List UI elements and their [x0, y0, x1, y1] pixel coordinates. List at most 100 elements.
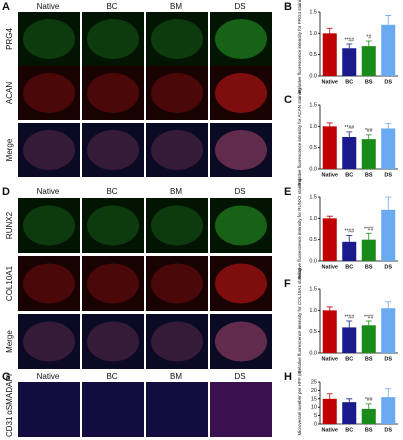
panel-label: A: [2, 1, 10, 13]
micrograph-signal: [87, 321, 139, 362]
column-header: BC: [106, 372, 117, 381]
column-header: Native: [37, 2, 60, 11]
micrograph: [146, 314, 208, 369]
bar: [361, 239, 376, 261]
error-bar: [385, 122, 392, 129]
error-bar: [365, 320, 372, 326]
y-tick-label: 1.5: [309, 9, 317, 15]
bar: [342, 241, 357, 261]
y-axis-label: Relative fluorescence intensity for ACAN…: [297, 88, 302, 186]
bar: [361, 408, 376, 424]
significance-label: **##: [364, 314, 374, 320]
row-label: CD31: [5, 416, 14, 437]
x-tick-label: DS: [384, 172, 392, 178]
micrograph-signal: [151, 19, 203, 59]
micrograph: [146, 12, 208, 66]
micrograph-signal: [87, 19, 139, 59]
error-bar: [346, 398, 353, 403]
y-axis-label: Microvessel number per HPF (n): [297, 370, 302, 436]
x-tick-label: BC: [345, 172, 353, 178]
error-bar: [365, 232, 372, 240]
panel-label: E: [284, 186, 291, 198]
micrograph-signal: [23, 205, 75, 246]
micrograph-signal: [215, 321, 267, 362]
error-bar: [365, 134, 372, 140]
bar: [361, 139, 376, 169]
column-header: DS: [234, 2, 245, 11]
micrograph: [82, 382, 144, 437]
micrograph: [146, 382, 208, 437]
significance-label: **##: [345, 314, 355, 320]
bar: [322, 218, 337, 261]
micrograph: [82, 314, 144, 369]
micrograph: [18, 66, 80, 120]
error-bar: [346, 320, 353, 328]
micrograph-signal: [215, 263, 267, 304]
micrograph-signal: [215, 130, 267, 170]
micrograph-signal: [23, 321, 75, 362]
error-bar: [326, 122, 333, 127]
x-tick-label: BS: [365, 427, 373, 433]
y-axis-label: Relative fluorescence intensity for PRG4…: [297, 0, 302, 93]
column-header: BM: [170, 372, 182, 381]
micrograph-signal: [23, 130, 75, 170]
column-header: Native: [37, 372, 60, 381]
bar: [342, 402, 357, 424]
micrograph-signal: [87, 205, 139, 246]
y-tick-label: 1.0: [309, 31, 317, 37]
y-tick-label: 1.0: [309, 308, 317, 314]
panel-label: H: [284, 371, 292, 383]
micrograph: [82, 66, 144, 120]
micrograph: [146, 66, 208, 120]
micrograph: [82, 256, 144, 311]
row-label: RUNX2: [5, 211, 14, 239]
error-bar: [385, 15, 392, 25]
bar: [381, 128, 396, 169]
micrograph: [210, 382, 272, 437]
x-tick-label: BS: [365, 172, 373, 178]
y-tick-label: 0.0: [309, 73, 317, 79]
panel-label: F: [284, 278, 291, 290]
y-tick-label: 20: [311, 388, 317, 394]
micrograph-signal: [151, 205, 203, 246]
micrograph-signal: [151, 73, 203, 113]
micrograph: [146, 123, 208, 177]
significance-label: **##: [364, 227, 374, 233]
x-tick-label: DS: [384, 79, 392, 85]
column-header: BC: [106, 2, 117, 11]
bar: [381, 24, 396, 76]
x-tick-label: BC: [345, 356, 353, 362]
micrograph: [18, 198, 80, 253]
column-header: BM: [170, 187, 182, 196]
panel-label: B: [284, 1, 292, 13]
y-tick-label: 0.5: [309, 145, 317, 151]
error-bar: [385, 388, 392, 398]
significance-label: *#: [366, 34, 371, 40]
micrograph-signal: [215, 19, 267, 59]
micrograph: [18, 123, 80, 177]
y-tick-label: 1.5: [309, 194, 317, 200]
row-label: ACAN: [5, 82, 14, 104]
y-tick-label: 0.0: [309, 166, 317, 172]
x-tick-label: Native: [321, 264, 338, 270]
y-tick-label: 0.5: [309, 52, 317, 58]
micrograph-signal: [151, 263, 203, 304]
y-tick-label: 0: [314, 421, 317, 427]
panel-label: D: [2, 186, 10, 198]
y-tick-label: 5: [314, 413, 317, 419]
micrograph: [146, 256, 208, 311]
y-axis-label: Relative fluorescence intensity for RUNX…: [297, 178, 302, 279]
y-tick-label: 1.0: [309, 124, 317, 130]
x-tick-label: BC: [345, 79, 353, 85]
error-bar: [326, 393, 333, 399]
y-axis-label: Relative fluorescence intensity for COL1…: [297, 268, 302, 374]
panel-label: G: [2, 371, 11, 383]
micrograph: [146, 198, 208, 253]
error-bar: [346, 235, 353, 242]
row-label: COL10A1: [5, 265, 14, 301]
y-tick-label: 10: [311, 405, 317, 411]
bar: [322, 310, 337, 353]
error-bar: [326, 215, 333, 219]
significance-label: *##: [365, 128, 373, 134]
